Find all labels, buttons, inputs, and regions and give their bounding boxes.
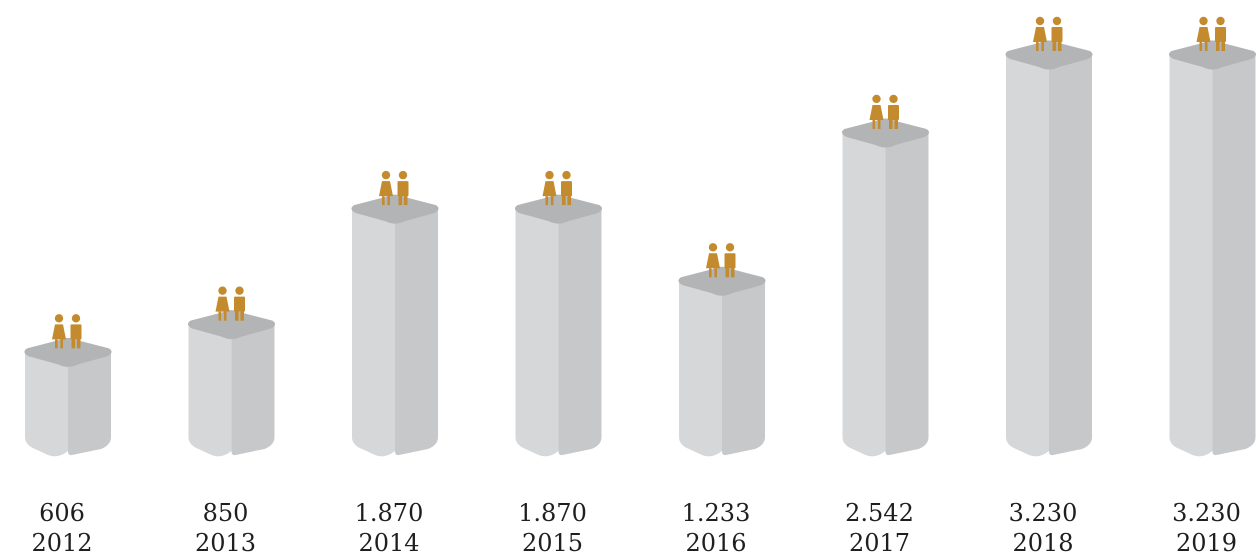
couple-icon [52,314,82,349]
value-label-2014: 1.870 [355,499,424,527]
bar-2017 [841,94,930,457]
bar-2013 [187,286,276,457]
value-label-2017: 2.542 [845,499,914,527]
bar-2014 [351,170,439,457]
bar-top-face [678,266,766,296]
bar-front-face [188,324,232,457]
couple-icon [869,94,899,129]
bar-top-face [1005,40,1093,70]
year-label-2016: 2016 [685,529,746,556]
year-label-2013: 2013 [195,529,256,556]
bar-2019 [1168,16,1256,457]
bar-2016 [678,243,766,457]
bar-side-face [885,132,929,456]
bar-side-face [1049,55,1092,456]
year-label-2015: 2015 [522,529,583,556]
year-label-2012: 2012 [31,529,92,556]
bar-side-face [395,209,438,456]
bar-top-face [24,337,112,367]
bar-front-face [842,132,886,457]
value-label-2018: 3.230 [1009,499,1078,527]
bar-side-face [558,209,602,456]
bar-front-face [1006,55,1049,457]
bar-2015 [514,170,603,457]
bar-top-face [514,194,603,224]
bar-side-face [1212,55,1256,456]
bar-2012 [24,314,112,457]
bar-2018 [1005,16,1093,457]
bar-top-face [1168,40,1256,70]
year-label-2018: 2018 [1012,529,1073,556]
bar-front-face [515,209,559,457]
couple-icon [379,170,409,206]
value-label-2016: 1.233 [682,499,751,527]
year-label-2014: 2014 [358,529,419,556]
bar-top-face [187,310,276,340]
bar-side-face [722,281,765,456]
bar-top-face [351,194,439,224]
value-label-2013: 850 [203,499,249,527]
bar-front-face [679,281,722,457]
bar-front-face [1169,55,1213,457]
bar-top-face [841,118,930,148]
bar-side-face [68,352,111,456]
couple-icon [706,243,736,278]
couple-icon [1033,16,1063,51]
value-label-2012: 606 [39,499,85,527]
bar-front-face [25,352,68,457]
value-label-2015: 1.870 [518,499,587,527]
couple-icon [215,286,245,321]
couple-icon [542,170,572,206]
value-label-2019: 3.230 [1172,499,1241,527]
year-label-2017: 2017 [849,529,910,556]
bar-side-face [231,324,275,456]
couple-icon [1196,16,1226,51]
year-label-2019: 2019 [1176,529,1237,556]
bar-front-face [352,209,395,457]
